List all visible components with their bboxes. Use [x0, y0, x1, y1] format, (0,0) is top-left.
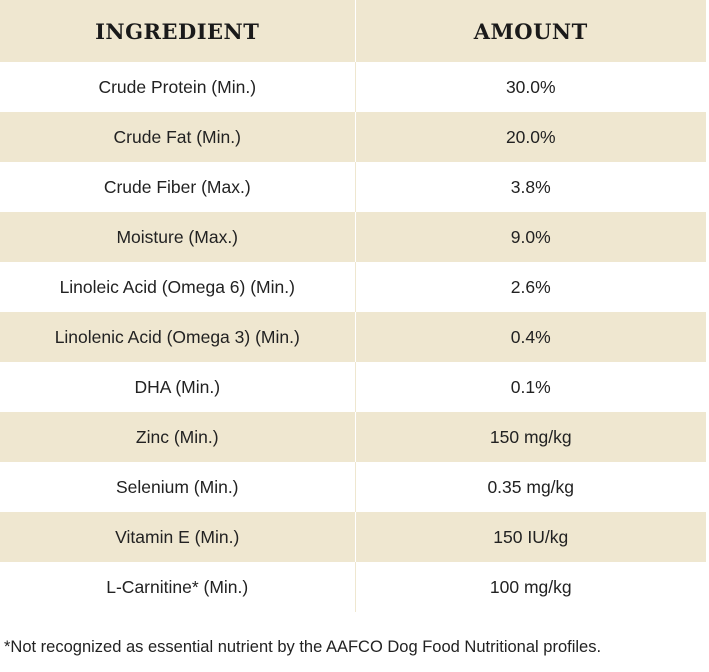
table-row: Linolenic Acid (Omega 3) (Min.) 0.4%	[0, 312, 706, 362]
ingredient-cell: Crude Fat (Min.)	[0, 112, 356, 162]
table-row: DHA (Min.) 0.1%	[0, 362, 706, 412]
table-header: INGREDIENT AMOUNT	[0, 0, 706, 62]
ingredient-column-header: INGREDIENT	[0, 0, 356, 62]
amount-cell: 0.35 mg/kg	[487, 476, 575, 497]
amount-cell: 0.4%	[510, 326, 551, 347]
table-row: Vitamin E (Min.) 150 IU/kg	[0, 512, 706, 562]
ingredient-cell: Linolenic Acid (Omega 3) (Min.)	[0, 312, 356, 362]
amount-cell: 30.0%	[505, 76, 556, 97]
table-row: Linoleic Acid (Omega 6) (Min.) 2.6%	[0, 262, 706, 312]
amount-cell: 150 IU/kg	[493, 526, 569, 547]
amount-cell: 100 mg/kg	[489, 576, 572, 597]
ingredient-cell: Zinc (Min.)	[0, 412, 356, 462]
amount-cell: 9.0%	[510, 226, 551, 247]
ingredient-cell: Vitamin E (Min.)	[0, 512, 356, 562]
ingredient-cell: Selenium (Min.)	[0, 462, 356, 512]
header-row: INGREDIENT AMOUNT	[0, 0, 706, 62]
table-row: L-Carnitine* (Min.) 100 mg/kg	[0, 562, 706, 612]
table-row: Selenium (Min.) 0.35 mg/kg	[0, 462, 706, 512]
ingredient-cell: Moisture (Max.)	[0, 212, 356, 262]
amount-cell: 20.0%	[505, 126, 556, 147]
amount-cell: 150 mg/kg	[489, 426, 572, 447]
amount-cell: 0.1%	[510, 376, 551, 397]
ingredient-cell: Crude Protein (Min.)	[0, 62, 356, 112]
table-row: Crude Protein (Min.) 30.0%	[0, 62, 706, 112]
amount-cell: 2.6%	[510, 276, 551, 297]
ingredient-cell: L-Carnitine* (Min.)	[0, 562, 356, 612]
ingredient-cell: Linoleic Acid (Omega 6) (Min.)	[0, 262, 356, 312]
ingredient-cell: DHA (Min.)	[0, 362, 356, 412]
guaranteed-analysis-table: INGREDIENT AMOUNT Crude Protein (Min.) 3…	[0, 0, 706, 612]
table-row: Zinc (Min.) 150 mg/kg	[0, 412, 706, 462]
table-row: Crude Fat (Min.) 20.0%	[0, 112, 706, 162]
table-row: Moisture (Max.) 9.0%	[0, 212, 706, 262]
table-body: Crude Protein (Min.) 30.0% Crude Fat (Mi…	[0, 62, 706, 612]
guaranteed-analysis-table-container: INGREDIENT AMOUNT Crude Protein (Min.) 3…	[0, 0, 706, 612]
ingredient-cell: Crude Fiber (Max.)	[0, 162, 356, 212]
footnote: *Not recognized as essential nutrient by…	[4, 638, 602, 656]
amount-column-header: AMOUNT	[473, 18, 588, 44]
amount-cell: 3.8%	[510, 176, 551, 197]
table-row: Crude Fiber (Max.) 3.8%	[0, 162, 706, 212]
